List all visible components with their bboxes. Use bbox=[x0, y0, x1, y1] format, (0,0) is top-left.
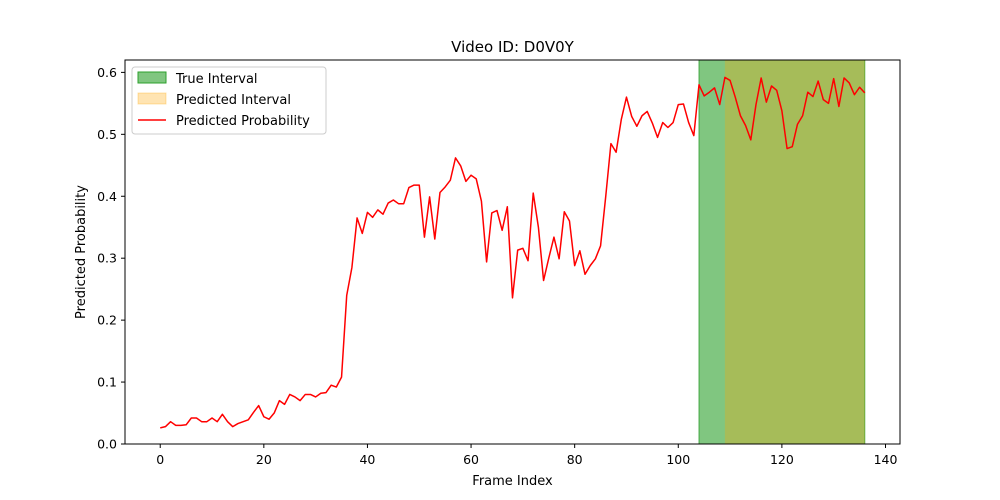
legend-predicted-probability-label: Predicted Probability bbox=[176, 114, 310, 129]
y-axis: 0.0 0.1 0.2 0.3 0.4 0.5 0.6 bbox=[97, 65, 125, 452]
y-tick-label: 0.3 bbox=[97, 251, 117, 266]
plot-area bbox=[160, 59, 866, 445]
x-axis: 0 20 40 60 80 100 120 140 bbox=[156, 444, 897, 467]
y-tick-label: 0.6 bbox=[97, 65, 117, 80]
predicted-interval-band bbox=[724, 60, 865, 444]
x-tick-label: 20 bbox=[256, 452, 272, 467]
legend-predicted-interval-swatch bbox=[137, 92, 167, 105]
legend-true-interval-label: True Interval bbox=[175, 72, 258, 87]
x-tick-label: 140 bbox=[874, 452, 898, 467]
y-tick-label: 0.0 bbox=[97, 437, 117, 452]
y-tick-label: 0.1 bbox=[97, 375, 117, 390]
true-interval-band bbox=[698, 59, 866, 445]
legend-predicted-interval-label: Predicted Interval bbox=[176, 93, 291, 108]
x-tick-label: 80 bbox=[567, 452, 583, 467]
y-tick-label: 0.4 bbox=[97, 189, 117, 204]
axes-frame bbox=[124, 59, 901, 445]
legend-box bbox=[131, 66, 327, 135]
legend: True Interval Predicted Interval Predict… bbox=[131, 66, 327, 135]
x-tick-label: 60 bbox=[463, 452, 479, 467]
x-tick-label: 100 bbox=[666, 452, 690, 467]
x-tick-label: 0 bbox=[156, 452, 164, 467]
x-tick-label: 40 bbox=[359, 452, 375, 467]
legend-true-interval-swatch bbox=[137, 71, 167, 84]
y-tick-label: 0.2 bbox=[97, 313, 117, 328]
x-tick-label: 120 bbox=[770, 452, 794, 467]
predicted-probability-line bbox=[160, 76, 866, 429]
x-axis-label: Frame Index bbox=[472, 474, 553, 489]
chart-title: Video ID: D0V0Y bbox=[451, 38, 574, 56]
y-axis-label: Predicted Probability bbox=[74, 185, 89, 319]
y-tick-label: 0.5 bbox=[97, 127, 117, 142]
